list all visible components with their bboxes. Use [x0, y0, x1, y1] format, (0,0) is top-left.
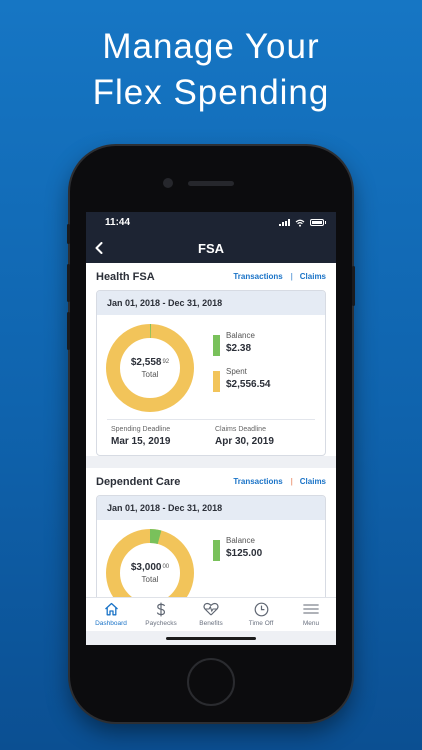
battery-icon	[310, 219, 326, 226]
balance-donut	[106, 324, 194, 412]
claims-deadline-value: Apr 30, 2019	[215, 436, 274, 447]
section-gap	[86, 456, 336, 468]
balance-swatch	[213, 540, 220, 561]
tab-time-off[interactable]: Time Off	[236, 598, 286, 631]
dollar-icon	[153, 601, 169, 617]
total-amount: $2,55892	[131, 357, 169, 368]
section-links: Transactions | Claims	[233, 272, 326, 281]
tab-label: Benefits	[199, 620, 223, 627]
donut-balance-arc	[106, 324, 194, 412]
claims-link[interactable]: Claims	[299, 272, 326, 281]
home-indicator	[166, 637, 256, 640]
transactions-link[interactable]: Transactions	[233, 272, 283, 281]
bottom-tab-bar: Dashboard Paychecks Benefits Time Off	[86, 597, 336, 631]
section-title: Dependent Care	[96, 475, 181, 488]
tab-label: Dashboard	[95, 620, 127, 627]
section-title: Health FSA	[96, 270, 155, 283]
total-label: Total	[141, 575, 159, 584]
tab-label: Menu	[302, 620, 320, 627]
link-separator: |	[290, 272, 293, 281]
claims-link[interactable]: Claims	[299, 477, 326, 486]
power-button	[352, 266, 355, 306]
balance-donut	[106, 529, 194, 597]
status-time: 11:44	[105, 217, 131, 228]
chevron-left-icon	[95, 242, 103, 254]
dependent-care-summary-card[interactable]: Jan 01, 2018 - Dec 31, 2018 $3,00000 Tot…	[96, 495, 326, 597]
total-dollars: $3,000	[130, 562, 162, 573]
volume-up-button	[67, 264, 70, 302]
tab-paychecks[interactable]: Paychecks	[136, 598, 186, 631]
balance-label: Balance	[226, 331, 255, 340]
claims-deadline-label: Claims Deadline	[215, 426, 266, 433]
spent-value: $2,556.54	[226, 379, 271, 390]
spent-swatch	[213, 371, 220, 392]
status-icons	[279, 219, 326, 227]
donut-center: $2,55892 Total	[105, 323, 195, 413]
section-header: Health FSA Transactions | Claims	[96, 263, 326, 290]
tab-label: Time Off	[248, 620, 274, 627]
headline-line-1: Manage Your	[102, 27, 320, 66]
volume-down-button	[67, 312, 70, 350]
tab-label: Paychecks	[145, 620, 177, 627]
dependent-care-section: Dependent Care Transactions | Claims Jan…	[86, 468, 336, 597]
balance-chart: $2,55892 Total Balance $2.38 Spent	[97, 315, 325, 413]
fsa-summary-card[interactable]: Jan 01, 2018 - Dec 31, 2018 $2,55892 Tot…	[96, 290, 326, 456]
total-cents: 00	[162, 564, 170, 570]
home-button[interactable]	[187, 658, 235, 706]
home-icon	[103, 601, 119, 617]
section-links: Transactions | Claims	[233, 477, 326, 486]
signal-icon	[279, 219, 290, 226]
donut-center: $3,00000 Total	[105, 528, 195, 597]
plan-period: Jan 01, 2018 - Dec 31, 2018	[97, 291, 325, 315]
tab-dashboard[interactable]: Dashboard	[86, 598, 136, 631]
deadlines-row: Spending Deadline Mar 15, 2019 Claims De…	[107, 419, 315, 455]
balance-swatch	[213, 335, 220, 356]
back-button[interactable]	[90, 239, 108, 257]
total-dollars: $2,558	[130, 357, 162, 368]
transactions-link[interactable]: Transactions	[233, 477, 283, 486]
front-camera	[163, 178, 173, 188]
donut-balance-arc	[106, 529, 194, 597]
spending-deadline-label: Spending Deadline	[111, 426, 171, 433]
total-cents: 92	[162, 359, 170, 365]
total-label: Total	[141, 370, 159, 379]
plan-period: Jan 01, 2018 - Dec 31, 2018	[97, 496, 325, 520]
clock-icon	[253, 601, 269, 617]
page-title: FSA	[198, 240, 224, 256]
link-separator: |	[290, 477, 293, 486]
spending-deadline-value: Mar 15, 2019	[111, 436, 171, 447]
spent-label: Spent	[226, 367, 247, 376]
balance-value: $125.00	[226, 548, 263, 559]
menu-icon	[303, 601, 319, 617]
wifi-icon	[295, 219, 305, 227]
marketing-headline: Manage Your Flex Spending	[0, 24, 422, 116]
earpiece-speaker	[188, 181, 234, 186]
account-list: Health FSA Transactions | Claims Jan 01,…	[86, 263, 336, 597]
status-bar: 11:44	[86, 212, 336, 233]
spending-deadline: Spending Deadline Mar 15, 2019	[111, 426, 171, 447]
heart-pulse-icon	[203, 601, 219, 617]
headline-line-2: Flex Spending	[92, 73, 330, 112]
claims-deadline: Claims Deadline Apr 30, 2019	[215, 426, 274, 447]
mute-switch	[67, 224, 70, 244]
phone-frame: 11:44 FSA	[67, 146, 355, 722]
tab-menu[interactable]: Menu	[286, 598, 336, 631]
tab-benefits[interactable]: Benefits	[186, 598, 236, 631]
health-fsa-section: Health FSA Transactions | Claims Jan 01,…	[86, 263, 336, 456]
balance-label: Balance	[226, 536, 255, 545]
app-screen: 11:44 FSA	[86, 212, 336, 645]
total-amount: $3,00000	[131, 562, 169, 573]
section-header: Dependent Care Transactions | Claims	[96, 468, 326, 495]
balance-chart: $3,00000 Total Balance $125.00	[97, 520, 325, 597]
balance-value: $2.38	[226, 343, 252, 354]
nav-bar: FSA	[86, 233, 336, 263]
